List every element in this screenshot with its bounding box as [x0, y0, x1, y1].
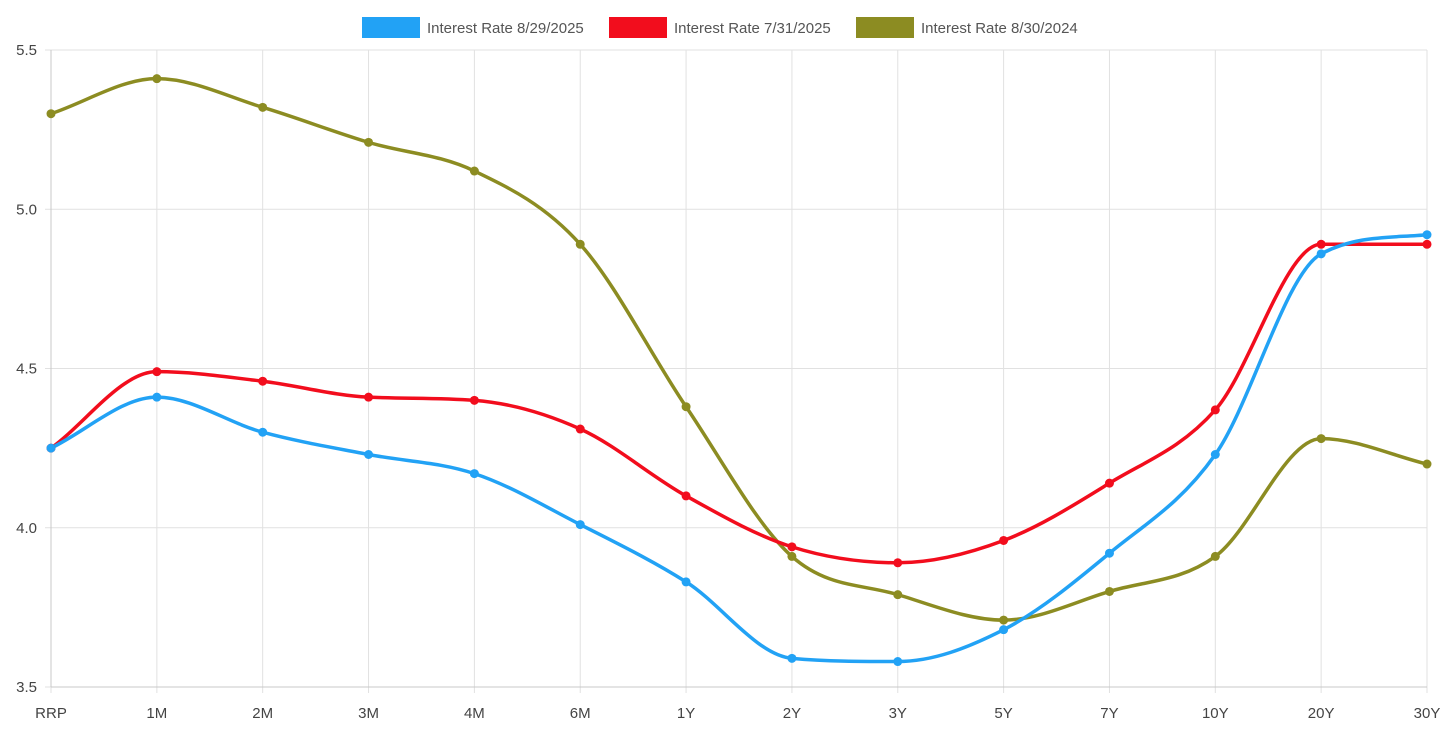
data-point[interactable]: [469, 166, 479, 176]
data-point[interactable]: [999, 615, 1009, 625]
x-tick-label: 6M: [570, 705, 591, 722]
y-tick-label: 4.0: [16, 520, 37, 537]
data-point[interactable]: [1104, 478, 1114, 488]
data-point[interactable]: [364, 137, 374, 147]
data-point[interactable]: [1210, 551, 1220, 561]
x-tick-label: RRP: [35, 705, 67, 722]
x-tick-label: 1M: [146, 705, 167, 722]
x-tick-label: 5Y: [994, 705, 1012, 722]
data-point[interactable]: [893, 657, 903, 667]
data-point[interactable]: [152, 74, 162, 84]
data-point[interactable]: [681, 402, 691, 412]
data-point[interactable]: [893, 558, 903, 568]
data-point[interactable]: [575, 239, 585, 249]
x-tick-label: 3M: [358, 705, 379, 722]
y-tick-label: 5.0: [16, 201, 37, 218]
x-tick-label: 2M: [252, 705, 273, 722]
data-point[interactable]: [152, 392, 162, 402]
x-tick-label: 7Y: [1100, 705, 1118, 722]
data-point[interactable]: [258, 102, 268, 112]
legend-swatch: [362, 17, 420, 38]
data-point[interactable]: [575, 424, 585, 434]
data-point[interactable]: [893, 590, 903, 600]
series-points: [46, 74, 1432, 667]
legend-item-0[interactable]: Interest Rate 8/29/2025: [362, 17, 584, 38]
data-point[interactable]: [258, 376, 268, 386]
series-lines: [49, 76, 1429, 664]
legend-swatch: [856, 17, 914, 38]
data-point[interactable]: [681, 577, 691, 587]
data-point[interactable]: [469, 395, 479, 405]
data-point[interactable]: [1104, 548, 1114, 558]
x-tick-label: 4M: [464, 705, 485, 722]
series-line-0: [49, 232, 1429, 664]
data-point[interactable]: [1210, 405, 1220, 415]
data-point[interactable]: [787, 653, 797, 663]
data-point[interactable]: [999, 535, 1009, 545]
x-tick-label: 20Y: [1308, 705, 1335, 722]
data-point[interactable]: [575, 520, 585, 530]
series-line-1: [49, 242, 1429, 565]
legend-label: Interest Rate 8/29/2025: [427, 20, 584, 37]
legend-item-2[interactable]: Interest Rate 8/30/2024: [856, 17, 1078, 38]
x-tick-label: 10Y: [1202, 705, 1229, 722]
series-line-2: [49, 76, 1429, 622]
data-point[interactable]: [681, 491, 691, 501]
x-tick-label: 1Y: [677, 705, 695, 722]
y-tick-label: 3.5: [16, 679, 37, 696]
legend-item-1[interactable]: Interest Rate 7/31/2025: [609, 17, 831, 38]
data-point[interactable]: [152, 367, 162, 377]
data-point[interactable]: [364, 392, 374, 402]
legend-label: Interest Rate 8/30/2024: [921, 20, 1078, 37]
data-point[interactable]: [1422, 239, 1432, 249]
data-point[interactable]: [1316, 434, 1326, 444]
data-point[interactable]: [999, 625, 1009, 635]
data-point[interactable]: [1316, 239, 1326, 249]
legend[interactable]: Interest Rate 8/29/2025 Interest Rate 7/3…: [362, 17, 1078, 38]
data-point[interactable]: [1422, 459, 1432, 469]
data-point[interactable]: [469, 469, 479, 479]
y-tick-label: 4.5: [16, 361, 37, 378]
data-point[interactable]: [46, 443, 56, 453]
data-point[interactable]: [1104, 586, 1114, 596]
x-tick-label: 3Y: [889, 705, 907, 722]
x-tick-label: 30Y: [1414, 705, 1441, 722]
data-point[interactable]: [787, 551, 797, 561]
legend-swatch: [609, 17, 667, 38]
y-tick-label: 5.5: [16, 42, 37, 59]
data-point[interactable]: [1316, 249, 1326, 259]
data-point[interactable]: [1422, 230, 1432, 240]
data-point[interactable]: [787, 542, 797, 552]
legend-label: Interest Rate 7/31/2025: [674, 20, 831, 37]
data-point[interactable]: [46, 109, 56, 119]
grid: [45, 49, 1428, 693]
data-point[interactable]: [258, 427, 268, 437]
data-point[interactable]: [1210, 449, 1220, 459]
axes: 3.5 4.0 4.5 5.0 5.5 RRP 1M 2M 3M 4M 6M 1Y 2Y 3Y 5Y 7Y 10…: [16, 42, 1440, 722]
x-tick-label: 2Y: [783, 705, 801, 722]
data-point[interactable]: [364, 449, 374, 459]
